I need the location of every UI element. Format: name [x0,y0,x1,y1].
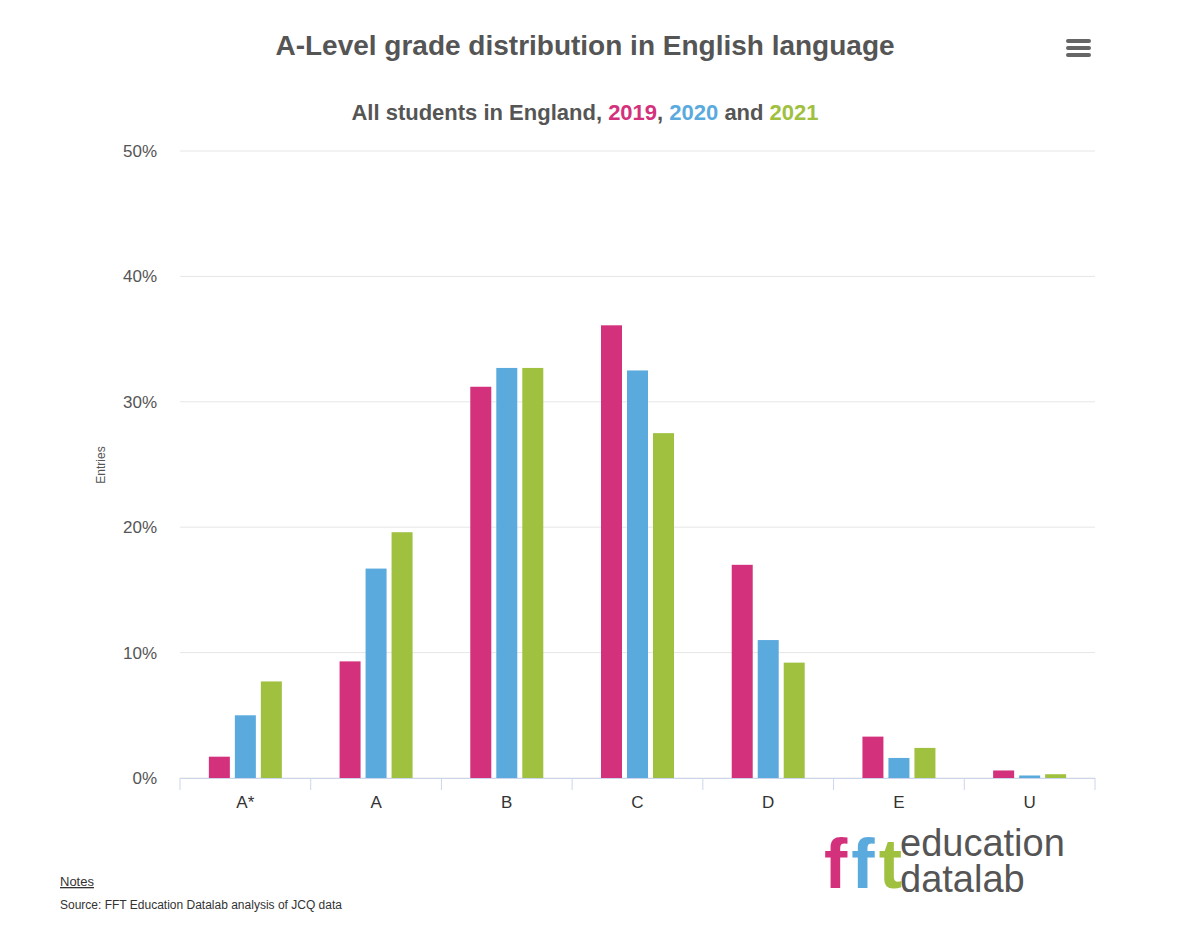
x-tick [441,778,442,790]
legend-entry: 2021 [770,100,819,125]
bar [914,748,935,778]
notes-link[interactable]: Notes [60,874,94,889]
bar [758,640,779,778]
x-tick-label: B [501,793,512,812]
logo-letter: f [824,825,851,903]
x-tick-label: A [370,793,382,812]
bar [627,370,648,778]
y-axis-title: Entries [94,446,108,483]
bar [340,661,361,778]
bar [392,532,413,778]
y-tick-label: 10% [123,644,157,663]
bars [209,325,1066,778]
x-tick [964,778,965,790]
bar [732,565,753,778]
x-tick [833,778,834,790]
bar [888,758,909,778]
chart: A-Level grade distribution in English la… [0,0,1204,933]
bar [784,663,805,778]
legend-entry: 2020 [669,100,718,125]
bar [993,770,1014,778]
bar [862,737,883,778]
x-axis-line [180,778,1095,779]
x-tick-label: A* [236,793,254,812]
bar [601,325,622,778]
bar [1019,775,1040,778]
menu-line [1068,53,1089,57]
grid-line [180,276,1095,277]
source: Source: FFT Education Datalab analysis o… [60,898,342,912]
x-tick [310,778,311,790]
x-tick [702,778,703,790]
x-tick [572,778,573,790]
x-tick [180,778,181,790]
menu-line [1068,46,1089,50]
logo-letter: f [851,825,878,903]
y-tick-label: 40% [123,267,157,286]
subtitle-text: and [718,100,769,125]
subtitle-text: All students in England, [351,100,608,125]
bar [522,368,543,778]
legend-entry: 2019 [608,100,657,125]
subtitle-text: , [657,100,669,125]
title: A-Level grade distribution in English la… [275,30,894,61]
y-tick-label: 20% [123,518,157,537]
x-tick-label: U [1024,793,1036,812]
menu-line [1068,39,1089,43]
bar [235,715,256,778]
bar [366,569,387,778]
bar [209,757,230,778]
x-tick-label: C [631,793,643,812]
y-tick-label: 50% [123,142,157,161]
y-tick-label: 0% [132,769,157,788]
logo-mark: fft [824,825,906,903]
bar [261,681,282,778]
logo-text: datalab [900,858,1025,900]
x-tick [1095,778,1096,790]
bar [496,368,517,778]
grid-line [180,151,1095,152]
y-tick-label: 30% [123,393,157,412]
bar [653,433,674,778]
bar [470,387,491,778]
menu-button[interactable] [1068,41,1089,55]
subtitle: All students in England, 2019, 2020 and … [351,100,818,125]
x-tick-label: D [762,793,774,812]
bar [1045,774,1066,778]
x-tick-label: E [893,793,904,812]
